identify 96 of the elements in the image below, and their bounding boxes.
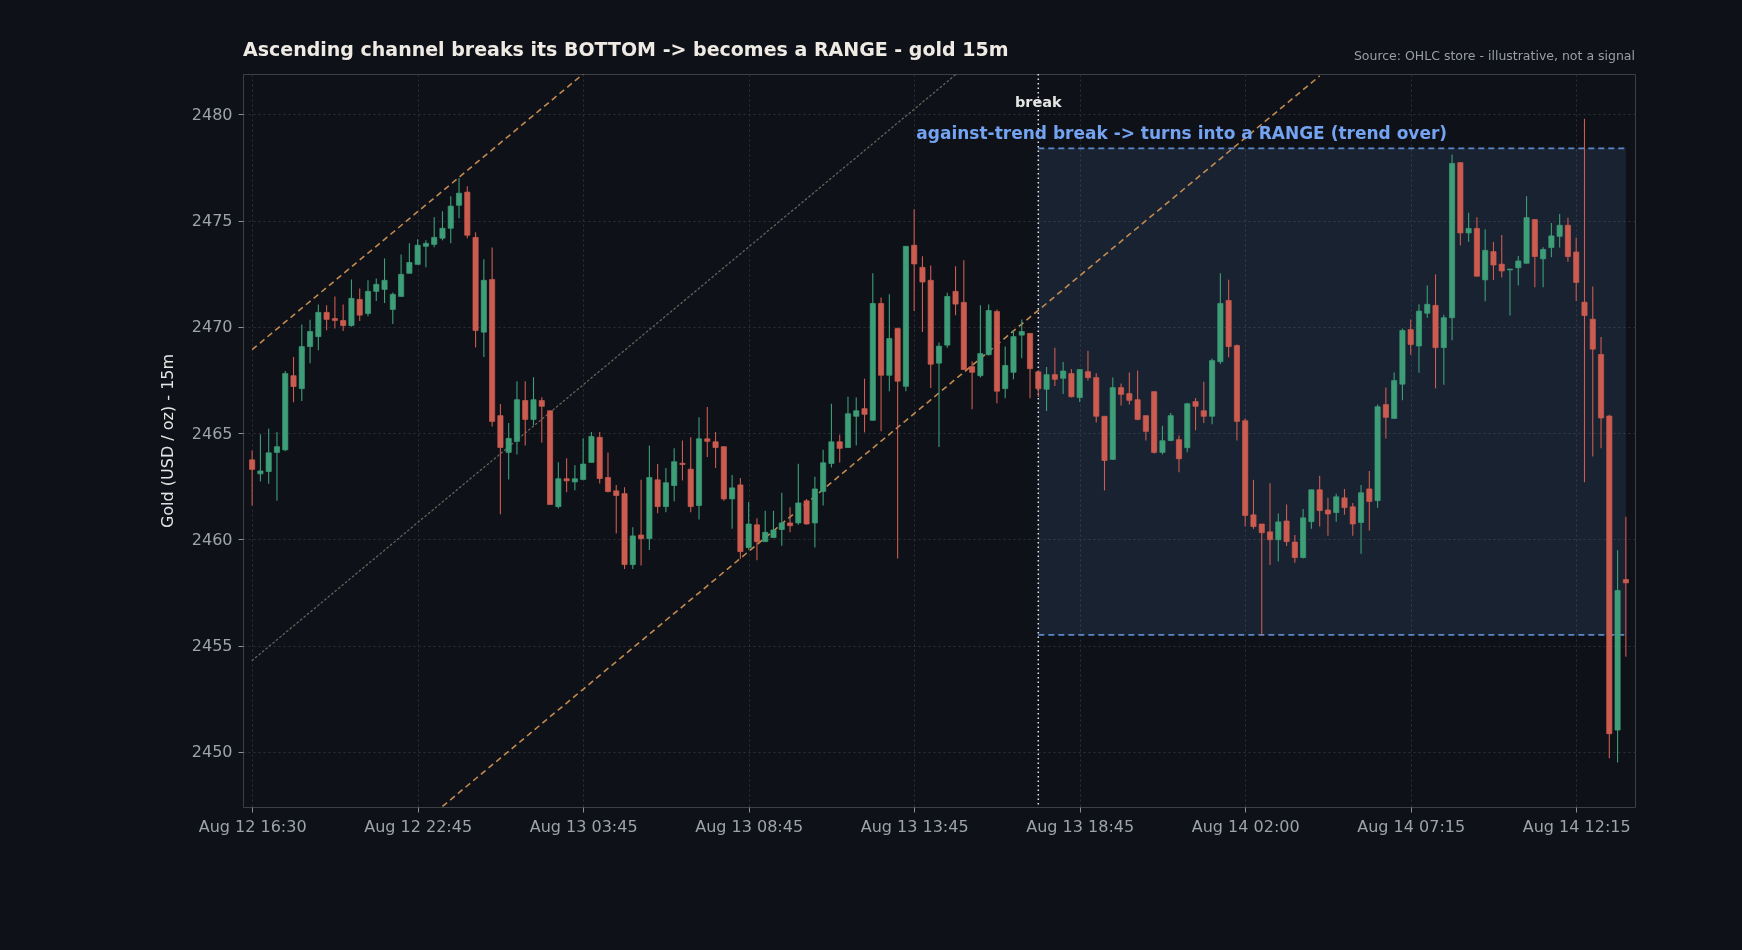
candlestick <box>290 356 297 403</box>
candlestick <box>331 295 338 330</box>
x-tick-label: Aug 12 22:45 <box>364 816 473 836</box>
candlestick <box>1333 493 1340 523</box>
x-tick-label: Aug 13 03:45 <box>529 816 638 836</box>
y-tick-label: 2470 <box>191 317 233 337</box>
candlestick <box>1540 246 1547 288</box>
y-tick-label: 2455 <box>191 636 233 656</box>
candlestick <box>828 403 835 469</box>
candlestick <box>323 304 330 331</box>
x-tick-label: Aug 13 08:45 <box>695 816 804 836</box>
candlestick <box>1085 350 1091 382</box>
candlestick <box>911 208 918 312</box>
candlestick <box>356 287 363 322</box>
candlestick <box>1507 268 1513 317</box>
candlestick <box>1424 285 1431 319</box>
candlestick <box>1275 513 1282 562</box>
x-tick-label: Aug 13 18:45 <box>1026 816 1135 836</box>
candlestick <box>274 431 280 502</box>
candlestick <box>770 510 777 539</box>
y-tick-label: 2460 <box>191 529 233 549</box>
candlestick <box>753 517 760 561</box>
x-tick-label: Aug 14 07:15 <box>1357 816 1466 836</box>
source-note: Source: OHLC store - illustrative, not a signal <box>1353 48 1635 63</box>
candlestick <box>1043 366 1050 412</box>
candlestick <box>679 439 686 481</box>
candlestick <box>853 397 860 446</box>
x-tick-label: Aug 14 12:15 <box>1522 816 1631 836</box>
candlestick <box>969 360 976 410</box>
candlestick <box>605 451 611 494</box>
candlestick <box>662 467 669 513</box>
candlestick <box>505 422 512 481</box>
candlestick <box>1200 381 1207 424</box>
candlestick <box>365 279 371 317</box>
candlestick <box>340 303 347 332</box>
candlestick <box>787 506 793 533</box>
candlestick <box>522 380 529 446</box>
candlestick <box>836 434 843 463</box>
candlestick <box>1035 369 1042 398</box>
candlestick <box>1465 212 1472 243</box>
candlestick <box>952 265 959 316</box>
candlestick <box>398 253 405 297</box>
candlestick <box>1349 502 1356 537</box>
candlestick <box>1051 347 1058 387</box>
candlestick <box>762 510 769 543</box>
y-tick-label: 2480 <box>191 104 233 124</box>
x-tick-label: Aug 14 02:00 <box>1191 816 1300 836</box>
candlestick <box>563 457 570 493</box>
candlestick <box>1002 346 1009 399</box>
candlestick <box>249 449 256 507</box>
candlestick <box>1018 318 1025 359</box>
candlestick <box>1192 397 1199 431</box>
x-tick-label: Aug 13 13:45 <box>860 816 969 836</box>
candlestick <box>1118 383 1125 406</box>
candlestick <box>1267 482 1273 566</box>
candlestick <box>1142 415 1149 442</box>
candlestick <box>580 437 587 481</box>
candlestick <box>431 216 438 248</box>
candlestick <box>307 319 314 364</box>
candlestick <box>795 463 802 526</box>
candlestick <box>1407 318 1414 356</box>
annotation: break <box>1014 94 1063 110</box>
line-series <box>251 74 584 351</box>
candlestick <box>803 498 810 526</box>
candlestick <box>1341 488 1348 516</box>
candlestick <box>1366 470 1373 532</box>
candlestick <box>638 479 645 566</box>
y-axis-title: Gold (USD / oz) - 15m <box>157 353 177 529</box>
candlestick <box>456 177 462 219</box>
x-tick-label: Aug 12 16:30 <box>198 816 307 836</box>
candlestick <box>1068 368 1075 399</box>
candlestick <box>1382 387 1389 439</box>
candlestick <box>778 492 785 547</box>
candlestick <box>936 342 942 448</box>
y-tick-label: 2450 <box>191 742 233 762</box>
candlestick <box>538 396 545 443</box>
annotation: against-trend break -> turns into a RANGE (trend over) <box>916 123 1448 144</box>
y-tick-label: 2475 <box>191 211 233 231</box>
candlestick <box>861 378 868 433</box>
candlestick <box>1176 434 1182 473</box>
chart-title: Ascending channel breaks its BOTTOM -> becomes a RANGE - gold 15m <box>243 38 1009 60</box>
candlestick <box>422 239 429 268</box>
candlestick <box>1283 503 1290 547</box>
candlestick <box>571 464 578 491</box>
y-tick-label: 2465 <box>191 423 233 443</box>
candlestick <box>729 474 736 530</box>
candlestick <box>1325 497 1331 537</box>
candlestick <box>1581 118 1588 483</box>
candlestick <box>745 501 752 551</box>
candlestick <box>1291 534 1298 564</box>
candlestick <box>389 291 396 325</box>
candlestick <box>530 376 537 426</box>
candlestick <box>671 447 678 502</box>
candlestick <box>1060 361 1067 395</box>
candlestick <box>1316 475 1323 528</box>
candlestick <box>1622 516 1629 658</box>
